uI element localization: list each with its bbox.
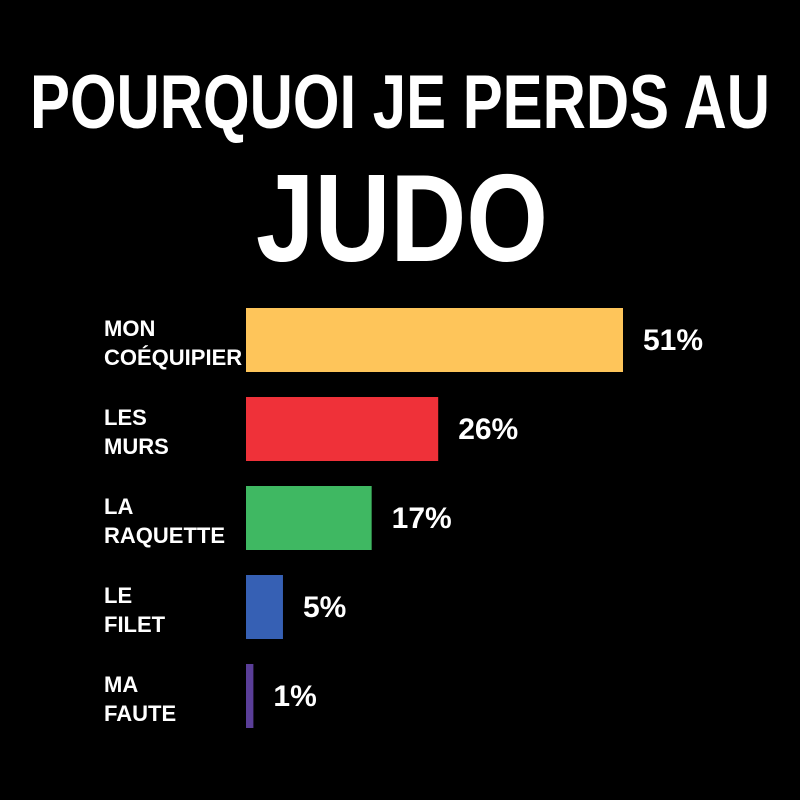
- bar: [246, 575, 283, 639]
- value-label: 5%: [303, 591, 346, 624]
- category-label: COÉQUIPIER: [104, 345, 242, 370]
- bar: [246, 308, 623, 372]
- bar: [246, 486, 372, 550]
- chart-title: POURQUOI JE PERDS AU: [30, 60, 770, 145]
- value-label: 51%: [643, 324, 703, 357]
- category-label: MURS: [104, 434, 169, 459]
- category-label: MA: [104, 672, 138, 697]
- category-label: FAUTE: [104, 701, 176, 726]
- category-label: LE: [104, 583, 132, 608]
- value-label: 17%: [392, 502, 452, 535]
- value-label: 26%: [458, 413, 518, 446]
- bar: [246, 664, 254, 728]
- value-label: 1%: [273, 680, 316, 713]
- category-label: FILET: [104, 612, 166, 637]
- category-label: LES: [104, 405, 147, 430]
- category-label: LA: [104, 494, 133, 519]
- category-label: MON: [104, 316, 155, 341]
- bar: [246, 397, 439, 461]
- category-label: RAQUETTE: [104, 523, 225, 548]
- chart-title-emphasis: JUDO: [256, 150, 548, 288]
